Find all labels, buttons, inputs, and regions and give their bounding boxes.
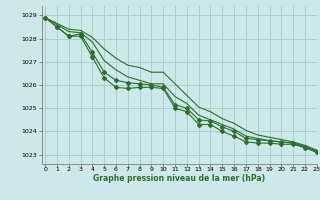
X-axis label: Graphe pression niveau de la mer (hPa): Graphe pression niveau de la mer (hPa): [93, 174, 265, 183]
